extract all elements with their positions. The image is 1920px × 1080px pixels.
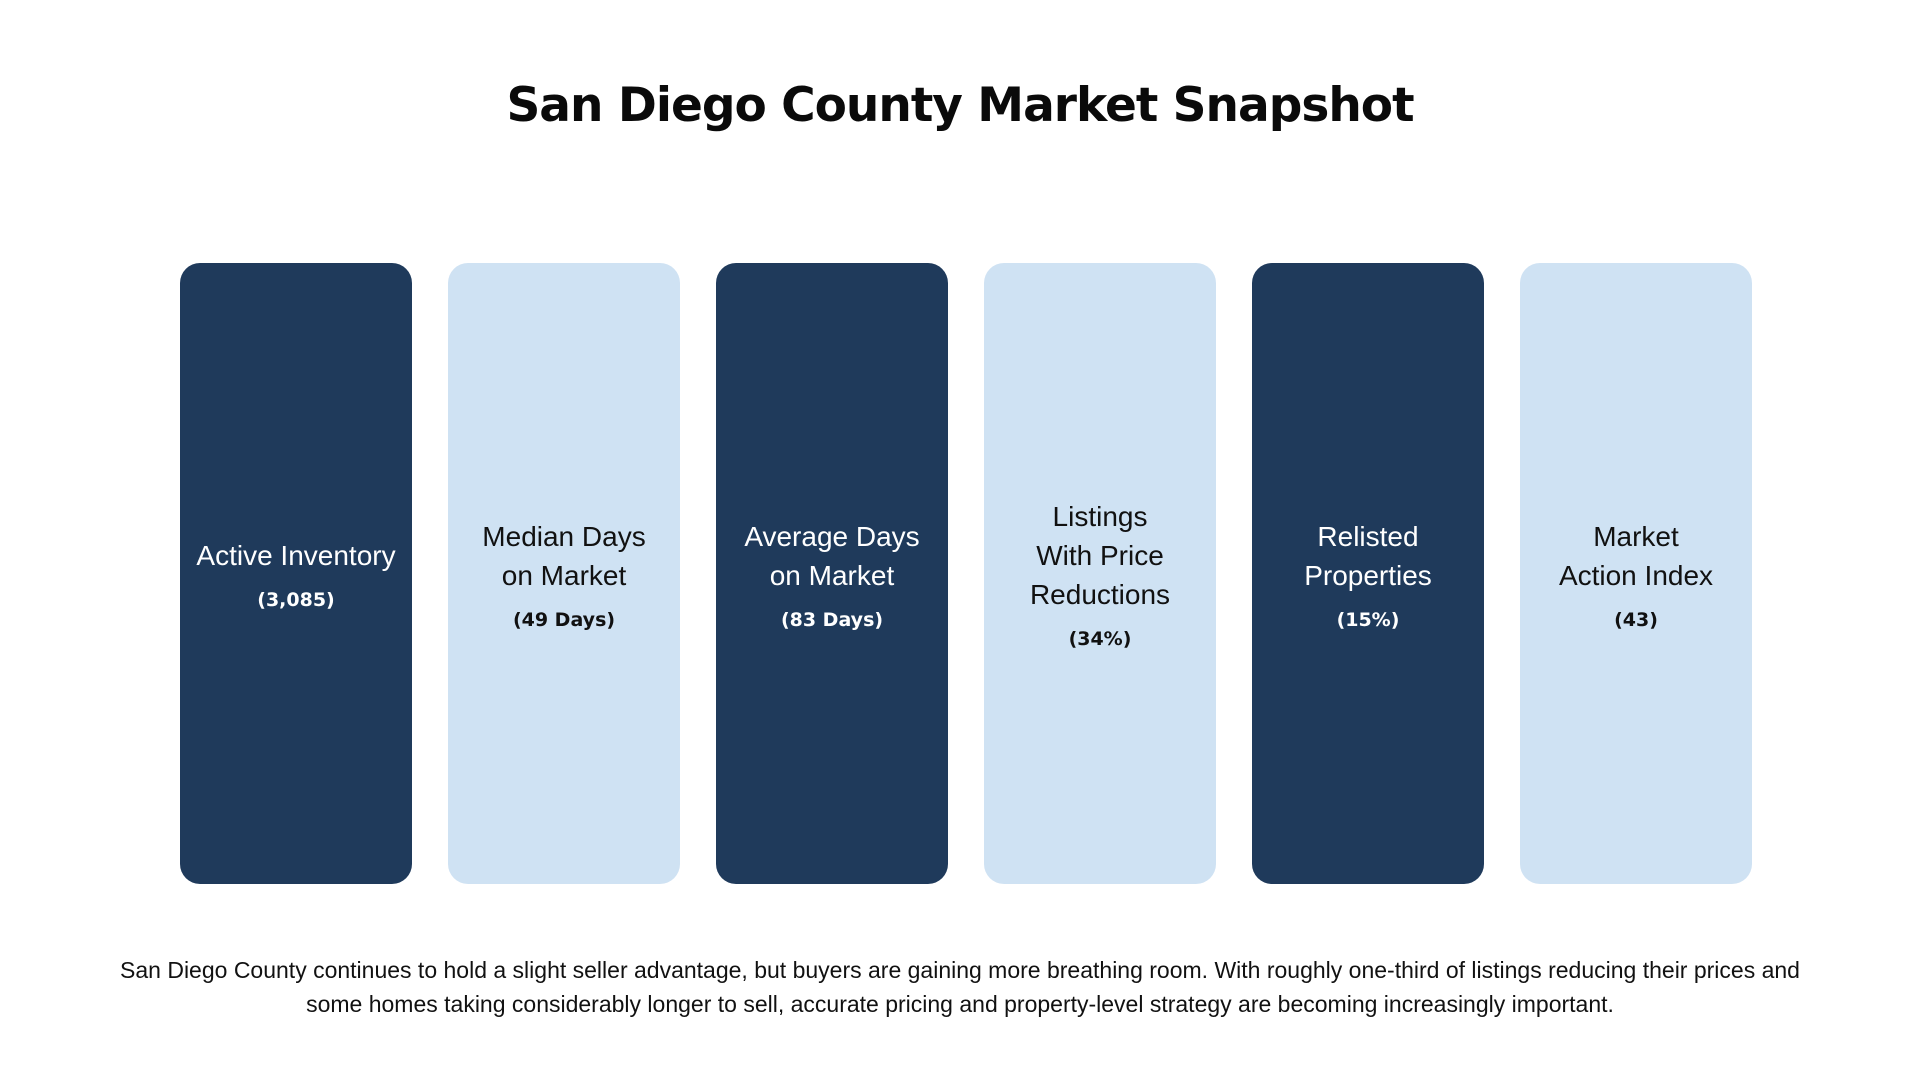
page-title: San Diego County Market Snapshot <box>506 78 1414 133</box>
card-label: Market Action Index <box>1558 520 1714 591</box>
card-active-inventory: Active Inventory (3,085) <box>180 263 412 884</box>
card-label: Average Days on Market <box>744 520 920 591</box>
card-label: Relisted Properties <box>1304 520 1432 591</box>
card-price-reductions: Listings With Price Reductions (34%) <box>984 263 1216 884</box>
card-label: Listings With Price Reductions <box>1029 501 1171 610</box>
card-value: (3,085) <box>257 589 335 611</box>
card-value: (43) <box>1614 608 1658 631</box>
card-relisted-properties: Relisted Properties (15%) <box>1252 263 1484 884</box>
card-average-days: Average Days on Market (83 Days) <box>716 263 948 884</box>
card-market-action-index: Market Action Index (43) <box>1520 263 1752 884</box>
card-value: (83 Days) <box>780 608 884 631</box>
card-value: (34%) <box>1068 628 1132 650</box>
stat-cards: Active Inventory (3,085) Median Days on … <box>180 263 1752 885</box>
card-label: Active Inventory <box>196 540 396 571</box>
card-value: (15%) <box>1336 608 1400 631</box>
card-label: Median Days on Market <box>482 520 646 591</box>
card-median-days: Median Days on Market (49 Days) <box>448 263 680 884</box>
card-value: (49 Days) <box>512 608 616 631</box>
summary-text: San Diego County continues to hold a sli… <box>120 957 1800 1017</box>
